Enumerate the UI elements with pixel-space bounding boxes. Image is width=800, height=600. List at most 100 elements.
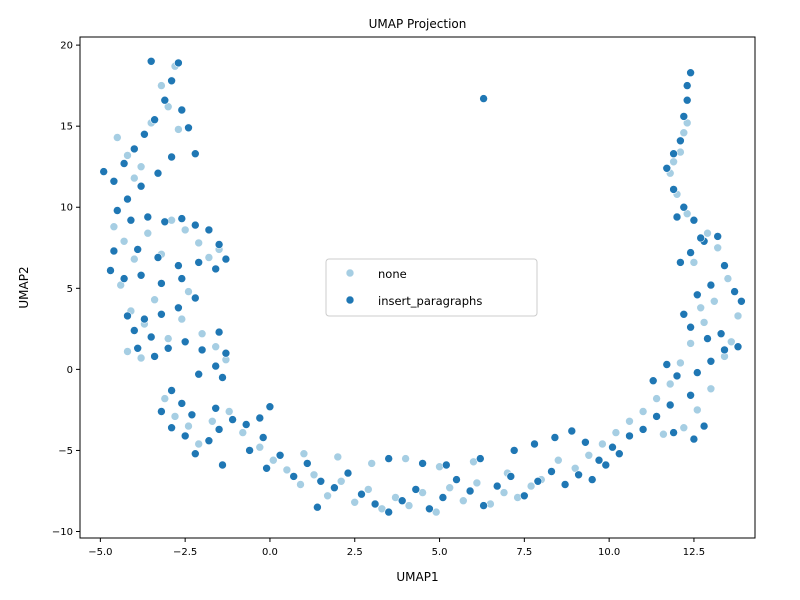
point-insert-paragraphs-35 xyxy=(136,270,146,280)
point-insert-paragraphs-143 xyxy=(669,149,678,158)
point-none-45 xyxy=(350,497,360,507)
point-insert-paragraphs-26 xyxy=(221,254,231,264)
point-none-26 xyxy=(197,329,207,339)
point-none-24 xyxy=(177,314,187,324)
point-none-2 xyxy=(130,173,139,183)
point-none-52 xyxy=(445,483,455,493)
point-none-95 xyxy=(669,157,678,167)
point-insert-paragraphs-67 xyxy=(255,413,265,423)
point-none-36 xyxy=(224,407,234,416)
point-insert-paragraphs-106 xyxy=(550,433,560,442)
point-insert-paragraphs-79 xyxy=(343,468,353,478)
point-insert-paragraphs-78 xyxy=(330,483,339,493)
point-insert-paragraphs-107 xyxy=(567,426,577,436)
point-insert-paragraphs-129 xyxy=(679,309,689,319)
point-none-43 xyxy=(323,491,332,501)
point-insert-paragraphs-101 xyxy=(384,454,394,463)
point-none-44 xyxy=(336,476,346,486)
point-insert-paragraphs-83 xyxy=(397,496,407,506)
point-none-76 xyxy=(676,358,685,368)
point-insert-paragraphs-24 xyxy=(204,225,214,235)
point-insert-paragraphs-103 xyxy=(475,454,485,463)
point-insert-paragraphs-39 xyxy=(174,303,183,313)
point-insert-paragraphs-62 xyxy=(204,436,214,446)
y-tick-label: −10 xyxy=(52,527,73,538)
x-tick-label: −2.5 xyxy=(173,547,197,558)
point-none-39 xyxy=(268,455,278,465)
point-insert-paragraphs-60 xyxy=(180,431,190,441)
point-insert-paragraphs-4 xyxy=(130,144,139,154)
point-insert-paragraphs-6 xyxy=(150,115,159,124)
y-tick-label: 10 xyxy=(60,203,73,214)
point-insert-paragraphs-118 xyxy=(686,390,695,400)
legend: none insert_paragraphs xyxy=(325,258,538,317)
point-none-54 xyxy=(472,478,482,488)
point-insert-paragraphs-9 xyxy=(174,58,183,68)
point-insert-paragraphs-131 xyxy=(706,280,716,290)
point-insert-paragraphs-19 xyxy=(126,215,136,225)
point-insert-paragraphs-13 xyxy=(191,149,200,158)
point-insert-paragraphs-61 xyxy=(191,449,200,459)
point-insert-paragraphs-23 xyxy=(191,220,200,230)
x-tick-label: −5.0 xyxy=(88,547,112,558)
point-insert-paragraphs-121 xyxy=(672,371,682,381)
point-insert-paragraphs-128 xyxy=(686,322,695,332)
point-insert-paragraphs-73 xyxy=(275,450,285,460)
point-insert-paragraphs-92 xyxy=(506,472,516,481)
point-insert-paragraphs-77 xyxy=(313,502,322,512)
point-none-71 xyxy=(611,428,621,437)
point-insert-paragraphs-58 xyxy=(187,410,197,420)
point-none-85 xyxy=(679,423,689,433)
point-insert-paragraphs-7 xyxy=(160,95,170,105)
point-insert-paragraphs-65 xyxy=(228,415,237,424)
point-insert-paragraphs-71 xyxy=(218,460,227,470)
point-none-10 xyxy=(119,237,129,246)
y-tick-label: 15 xyxy=(60,122,73,133)
point-insert-paragraphs-99 xyxy=(601,460,611,470)
point-none-87 xyxy=(713,243,723,253)
point-insert-paragraphs-113 xyxy=(652,412,661,421)
point-insert-paragraphs-76 xyxy=(316,476,326,486)
point-insert-paragraphs-100 xyxy=(614,449,624,459)
point-insert-paragraphs-140 xyxy=(679,202,689,212)
point-insert-paragraphs-132 xyxy=(720,261,729,270)
point-insert-paragraphs-112 xyxy=(638,425,648,434)
point-none-25 xyxy=(184,287,193,296)
chart-title: UMAP Projection xyxy=(369,17,467,31)
point-none-53 xyxy=(458,496,468,506)
point-insert-paragraphs-51 xyxy=(194,369,203,379)
point-insert-paragraphs-116 xyxy=(689,434,699,444)
point-none-84 xyxy=(692,405,702,415)
point-none-1 xyxy=(123,151,132,160)
point-none-40 xyxy=(282,465,292,475)
point-insert-paragraphs-55 xyxy=(167,386,176,395)
point-none-23 xyxy=(163,334,173,343)
point-none-22 xyxy=(150,295,159,305)
point-none-78 xyxy=(699,318,709,327)
point-insert-paragraphs-33 xyxy=(106,266,115,275)
x-tick-label: 7.5 xyxy=(516,547,532,558)
legend-label-none: none xyxy=(378,267,407,281)
point-insert-paragraphs-66 xyxy=(241,420,251,429)
point-insert-paragraphs-54 xyxy=(150,352,159,361)
point-none-83 xyxy=(706,384,716,394)
point-insert-paragraphs-108 xyxy=(581,437,590,447)
point-none-0 xyxy=(113,133,122,142)
point-none-86 xyxy=(659,429,668,439)
point-insert-paragraphs-74 xyxy=(289,472,299,481)
point-insert-paragraphs-52 xyxy=(218,373,227,382)
point-insert-paragraphs-133 xyxy=(730,287,739,296)
point-insert-paragraphs-85 xyxy=(425,504,434,514)
point-insert-paragraphs-0 xyxy=(479,94,488,103)
point-none-72 xyxy=(625,416,634,426)
point-insert-paragraphs-18 xyxy=(113,206,122,215)
point-none-69 xyxy=(584,450,594,460)
point-none-47 xyxy=(377,504,387,514)
point-insert-paragraphs-53 xyxy=(133,343,142,353)
x-axis-label: UMAP1 xyxy=(396,570,438,584)
point-none-97 xyxy=(696,303,706,313)
point-none-12 xyxy=(143,228,153,238)
point-none-98 xyxy=(726,337,736,347)
point-insert-paragraphs-11 xyxy=(177,105,187,115)
